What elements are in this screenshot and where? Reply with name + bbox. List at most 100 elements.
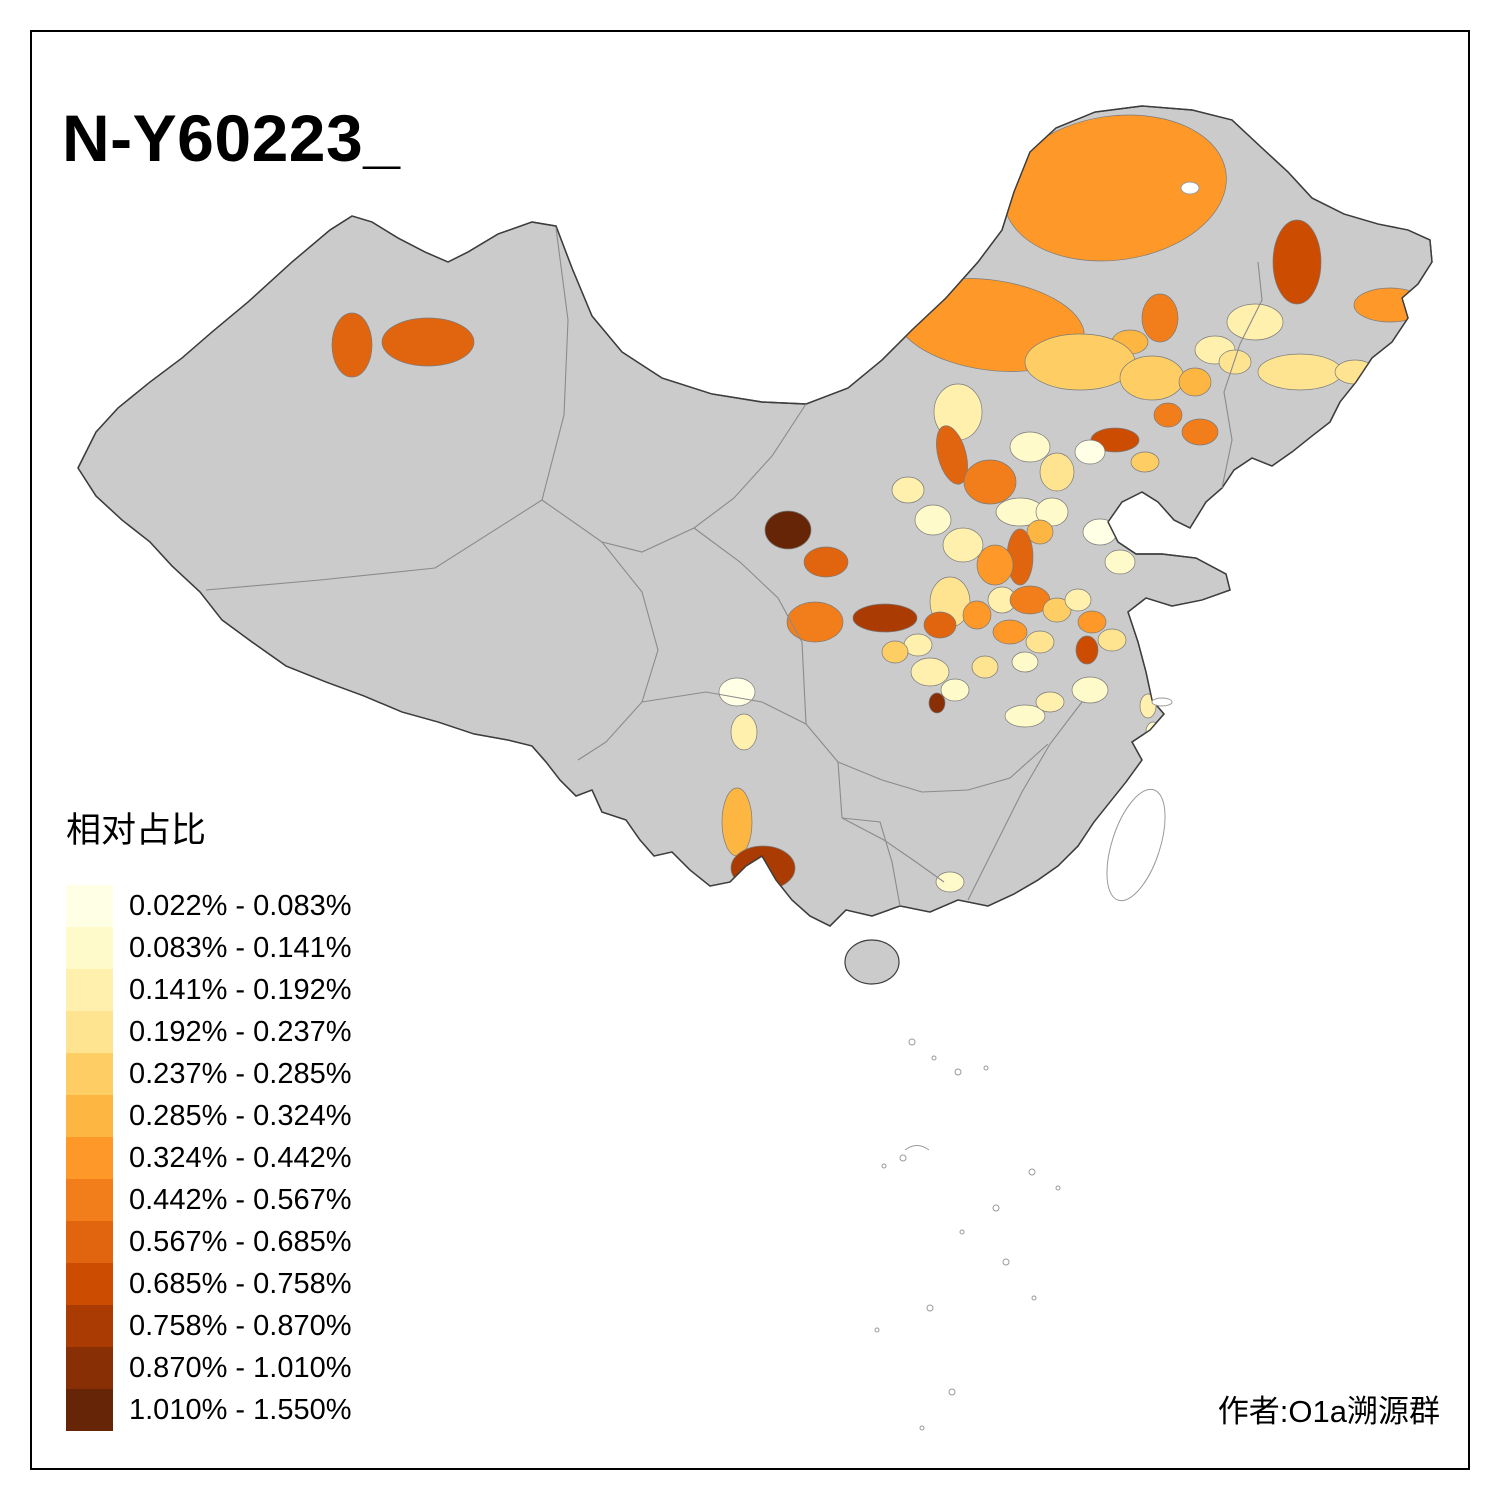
legend-range-label: 0.022% - 0.083% (129, 889, 352, 922)
colored-prefecture (1039, 452, 1075, 492)
colored-prefecture (891, 476, 925, 504)
colored-prefecture (1074, 439, 1106, 465)
colored-prefecture (1035, 691, 1065, 713)
legend-range-label: 0.141% - 0.192% (129, 973, 352, 1006)
legend-swatch (66, 885, 113, 927)
hainan-island (844, 939, 900, 985)
legend-item: 0.192% - 0.237% (66, 1011, 351, 1053)
legend-swatch (66, 1305, 113, 1347)
colored-prefecture (730, 845, 796, 891)
colored-prefecture (1009, 431, 1051, 463)
legend-range-label: 0.758% - 0.870% (129, 1309, 352, 1342)
colored-prefecture (935, 871, 965, 893)
legend-item: 0.324% - 0.442% (66, 1137, 351, 1179)
legend-item: 0.237% - 0.285% (66, 1053, 351, 1095)
south-china-sea-islands (874, 1038, 1061, 1431)
legend-range-label: 1.010% - 1.550% (129, 1393, 352, 1426)
colored-prefecture (1353, 287, 1427, 323)
legend-swatch (66, 1137, 113, 1179)
legend-range-label: 0.442% - 0.567% (129, 1183, 352, 1216)
legend-item: 0.758% - 0.870% (66, 1305, 351, 1347)
legend-swatch (66, 969, 113, 1011)
colored-prefecture (1141, 293, 1179, 343)
colored-prefecture (1011, 651, 1039, 673)
legend-item: 0.022% - 0.083% (66, 885, 351, 927)
colored-prefecture (914, 504, 952, 536)
colored-prefecture (1153, 402, 1183, 428)
colored-prefecture (881, 640, 909, 664)
legend-swatch (66, 1179, 113, 1221)
legend-range-label: 0.567% - 0.685% (129, 1225, 352, 1258)
colored-prefecture (942, 527, 984, 563)
colored-prefecture (976, 544, 1014, 586)
legend: 相对占比 0.022% - 0.083% 0.083% - 0.141% 0.141… (66, 802, 351, 1431)
colored-prefecture (331, 312, 373, 378)
colored-prefecture (718, 677, 756, 707)
colored-prefecture (963, 459, 1017, 505)
colored-prefecture (1104, 549, 1136, 575)
colored-prefecture (786, 601, 844, 643)
colored-prefecture (1178, 367, 1212, 397)
colored-prefecture (803, 546, 849, 578)
legend-range-label: 0.083% - 0.141% (129, 931, 352, 964)
legend-range-label: 0.324% - 0.442% (129, 1141, 352, 1174)
colored-prefecture (1024, 333, 1136, 391)
hulun-lake (1180, 181, 1200, 195)
colored-prefecture (1139, 693, 1157, 719)
chongming-island (1151, 697, 1173, 707)
legend-range-label: 0.285% - 0.324% (129, 1099, 352, 1132)
colored-prefecture (852, 603, 918, 633)
colored-prefecture (1026, 519, 1054, 545)
colored-prefecture (1218, 349, 1252, 375)
map-title: N-Y60223_ (62, 101, 401, 176)
colored-prefecture (1130, 451, 1160, 473)
legend-item: 0.567% - 0.685% (66, 1221, 351, 1263)
legend-swatch (66, 1053, 113, 1095)
legend-range-label: 0.685% - 0.758% (129, 1267, 352, 1300)
legend-item: 0.141% - 0.192% (66, 969, 351, 1011)
legend-swatch (66, 1095, 113, 1137)
colored-prefecture (992, 619, 1028, 645)
legend-swatch (66, 1011, 113, 1053)
colored-prefecture (1119, 355, 1185, 401)
colored-prefecture (962, 600, 992, 630)
colored-prefecture (1077, 610, 1107, 634)
legend-items: 0.022% - 0.083% 0.083% - 0.141% 0.141% - 0… (66, 885, 351, 1431)
legend-title: 相对占比 (66, 811, 207, 850)
colored-prefecture (928, 692, 946, 714)
colored-prefecture (1035, 497, 1069, 527)
colored-prefecture (910, 657, 950, 687)
colored-prefecture (1064, 588, 1092, 612)
province-borders (205, 227, 1263, 907)
colored-prefecture (730, 713, 758, 751)
legend-swatch (66, 1263, 113, 1305)
colored-prefecture (1257, 353, 1343, 391)
legend-swatch (66, 1347, 113, 1389)
legend-item: 1.010% - 1.550% (66, 1389, 351, 1431)
legend-range-label: 0.870% - 1.010% (129, 1351, 352, 1384)
colored-prefecture (1097, 628, 1127, 652)
legend-swatch (66, 1221, 113, 1263)
colored-prefecture (764, 510, 812, 550)
taiwan-island (1106, 788, 1166, 902)
colored-prefecture (1272, 219, 1322, 305)
legend-item: 0.870% - 1.010% (66, 1347, 351, 1389)
colored-prefecture (721, 787, 753, 857)
colored-prefecture (1042, 597, 1072, 623)
legend-swatch (66, 1389, 113, 1431)
colored-prefecture (1226, 303, 1284, 341)
colored-prefecture (936, 425, 968, 485)
colored-prefecture (1082, 518, 1118, 546)
colored-prefecture (971, 655, 999, 679)
legend-range-label: 0.237% - 0.285% (129, 1057, 352, 1090)
colored-prefecture (1075, 635, 1099, 665)
colored-prefecture (1071, 676, 1109, 704)
colored-prefecture (381, 317, 475, 367)
legend-item: 0.083% - 0.141% (66, 927, 351, 969)
legend-item: 0.285% - 0.324% (66, 1095, 351, 1137)
colored-prefecture (1025, 630, 1055, 654)
colored-prefecture (923, 611, 957, 639)
legend-range-label: 0.192% - 0.237% (129, 1015, 352, 1048)
